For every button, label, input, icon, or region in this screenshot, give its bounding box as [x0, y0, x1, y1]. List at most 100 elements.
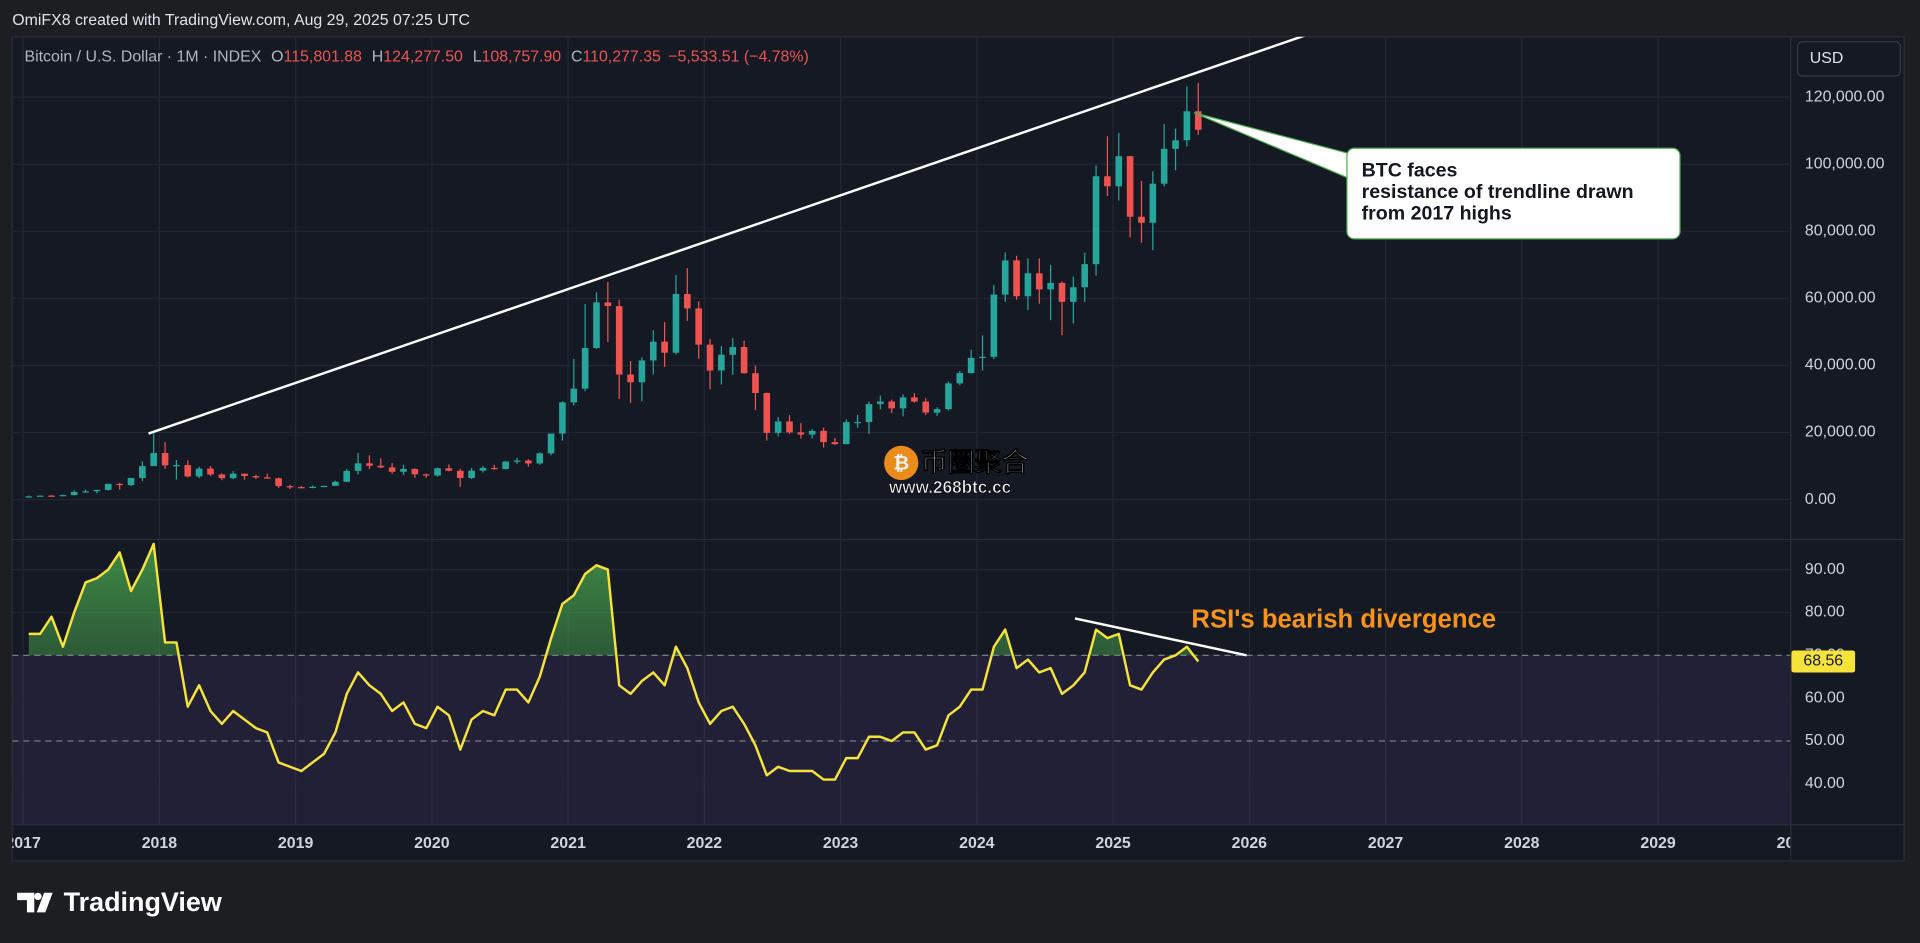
- candle-body: [127, 477, 135, 486]
- candle-body: [366, 463, 373, 466]
- candle-body: [990, 294, 998, 357]
- candle-body: [763, 392, 771, 433]
- candle-body: [695, 308, 702, 345]
- y-tick-label: 60,000.00: [1805, 290, 1876, 307]
- candle-body: [888, 401, 895, 409]
- change: −5,533.51 (−4.78%): [668, 49, 809, 66]
- candle-body: [842, 422, 850, 445]
- candle-body: [139, 466, 146, 478]
- candle-body: [1194, 111, 1202, 130]
- candle-body: [1149, 183, 1157, 223]
- candle-body: [638, 360, 646, 383]
- candle-body: [286, 486, 294, 488]
- candle-body: [581, 348, 589, 389]
- x-tick-label: 2021: [550, 835, 586, 852]
- candle-body: [525, 460, 532, 464]
- last-value-label: 68.56: [1803, 653, 1843, 670]
- candle-body: [945, 383, 952, 410]
- candle-body: [1047, 282, 1054, 290]
- trendline: [148, 36, 1305, 435]
- x-tick-label: 2026: [1232, 835, 1268, 852]
- ohlc-value: 108,757.90: [482, 49, 562, 66]
- candle-body: [1172, 140, 1179, 149]
- candle-body: [218, 474, 226, 479]
- candle-body: [252, 476, 260, 478]
- callout-text: from 2017 highs: [1362, 203, 1512, 225]
- attribution: OmiFX8 created with TradingView.com, Aug…: [12, 12, 470, 29]
- watermark-name: 币圈聚合: [921, 446, 1029, 477]
- rsi-line: [28, 542, 1200, 781]
- candle-body: [672, 294, 680, 353]
- candle-body: [343, 470, 351, 482]
- brand: TradingView: [64, 887, 222, 917]
- x-tick-label: 2020: [414, 835, 450, 852]
- y-tick-label: 0.00: [1805, 491, 1836, 508]
- candle-body: [411, 468, 419, 475]
- candle-body: [1070, 287, 1077, 302]
- x-tick-label: 2029: [1640, 835, 1676, 852]
- brand-icon-dot: [34, 892, 42, 901]
- candle-body: [956, 373, 964, 384]
- candle-body: [547, 433, 555, 454]
- x-tick-label: 2018: [142, 835, 178, 852]
- candle-body: [229, 473, 237, 479]
- candle-body: [275, 478, 282, 487]
- candle-body: [1001, 260, 1009, 295]
- candle-body: [1058, 282, 1066, 302]
- watermark-icon-glyph: ₿: [893, 452, 909, 474]
- currency[interactable]: USD: [1810, 50, 1844, 67]
- candle-body: [649, 341, 657, 361]
- candle-body: [388, 467, 396, 472]
- candle-body: [354, 463, 362, 471]
- candle-body: [456, 470, 464, 479]
- y-tick-label: 120,000.00: [1805, 88, 1885, 105]
- y-tick-label: 100,000.00: [1805, 155, 1885, 172]
- candle-body: [104, 483, 112, 490]
- rsi-pane: [12, 540, 1791, 825]
- ohlc-key: C: [571, 49, 583, 66]
- candle-body: [502, 461, 509, 469]
- candle-body: [1126, 156, 1134, 217]
- candle-body: [25, 496, 33, 498]
- candle-body: [422, 474, 430, 476]
- y-tick-label: 60.00: [1805, 689, 1845, 706]
- candle-body: [161, 452, 169, 466]
- candle-body: [400, 468, 407, 472]
- candle-body: [1024, 273, 1032, 297]
- candle-body: [70, 491, 78, 496]
- candle-body: [536, 453, 544, 464]
- callout-box: [1346, 147, 1681, 240]
- candle-body: [173, 465, 180, 467]
- trendline: [1074, 617, 1247, 657]
- candle-body: [911, 397, 918, 402]
- candle-body: [48, 495, 55, 497]
- callout-text: resistance of trendline drawn: [1362, 181, 1634, 203]
- callout-text: BTC faces: [1362, 160, 1458, 182]
- candle-body: [377, 465, 385, 468]
- candle-body: [445, 468, 453, 471]
- candle-body: [1013, 260, 1020, 297]
- x-tick-label: 2019: [278, 835, 314, 852]
- candle-body: [468, 470, 475, 479]
- candle-body: [559, 402, 566, 434]
- candle-body: [877, 401, 884, 405]
- candle-body: [1138, 216, 1145, 223]
- x-tick-label: 2030: [1777, 835, 1813, 852]
- candle-body: [627, 374, 634, 383]
- candle-body: [1183, 111, 1191, 141]
- currency-button[interactable]: [1796, 41, 1902, 77]
- x-tick-label: 2025: [1095, 835, 1131, 852]
- candle-body: [706, 344, 714, 371]
- x-tick-label: 2024: [959, 835, 995, 852]
- candle-body: [195, 468, 203, 477]
- candle-body: [1081, 264, 1089, 288]
- y-tick-label: 40.00: [1805, 775, 1845, 792]
- candle-body: [309, 486, 316, 489]
- candle-body: [854, 421, 861, 424]
- watermark-icon: [884, 445, 919, 481]
- ohlc-value: 124,277.50: [383, 49, 463, 66]
- candle-body: [184, 465, 192, 477]
- price-pane: [12, 36, 1791, 539]
